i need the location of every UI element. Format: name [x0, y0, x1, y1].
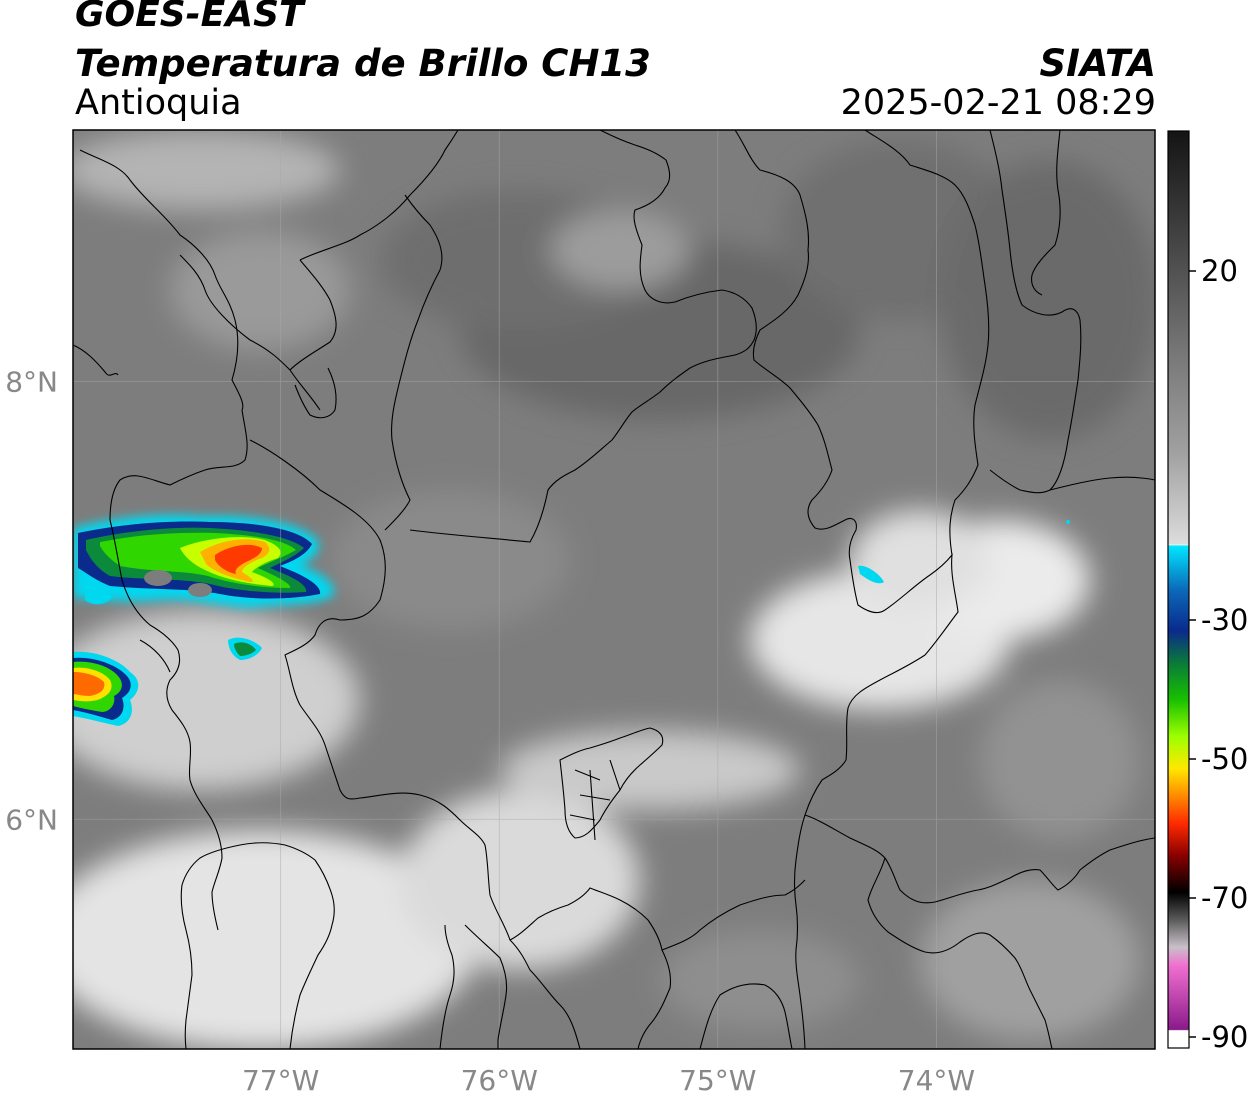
latitude-tick-label: 8°N — [5, 366, 58, 399]
longitude-tick-label: 74°W — [898, 1064, 975, 1097]
cloud-texture — [73, 130, 1155, 1049]
graticule — [73, 130, 1155, 1049]
organization-label: SIATA — [1039, 42, 1156, 85]
longitude-tick-label: 76°W — [461, 1064, 538, 1097]
boundaries — [73, 130, 1155, 1049]
longitude-tick-label: 75°W — [679, 1064, 756, 1097]
colorbar-tick-label: 20 — [1201, 254, 1238, 288]
colorbar-tick-label: -70 — [1201, 881, 1248, 915]
colorbar-tick-label: -50 — [1201, 742, 1248, 776]
map-area — [73, 130, 1155, 1049]
map-frame — [72, 129, 1156, 1050]
convective-cell-north — [73, 514, 335, 608]
convective-cell-south — [73, 520, 1070, 726]
colorbar: 20 -30 -50 -70 -90 — [1167, 130, 1248, 1054]
latitude-labels: 8°N 6°N — [5, 366, 58, 837]
datetime-label: 2025-02-21 08:29 — [840, 83, 1156, 123]
colorbar-tick-label: -30 — [1201, 603, 1248, 637]
region-label: Antioquia — [75, 83, 242, 123]
map-subtitle: Temperatura de Brillo CH13 — [75, 42, 651, 85]
colorbar-tick-label: -90 — [1201, 1020, 1248, 1054]
colorbar-gradient — [1167, 130, 1190, 1049]
longitude-labels: 77°W 76°W 75°W 74°W — [242, 1064, 975, 1097]
longitude-tick-label: 77°W — [242, 1064, 319, 1097]
map-title: GOES-EAST — [75, 0, 304, 35]
latitude-tick-label: 6°N — [5, 803, 58, 836]
colorbar-ticks: 20 -30 -50 -70 -90 — [1189, 254, 1248, 1054]
